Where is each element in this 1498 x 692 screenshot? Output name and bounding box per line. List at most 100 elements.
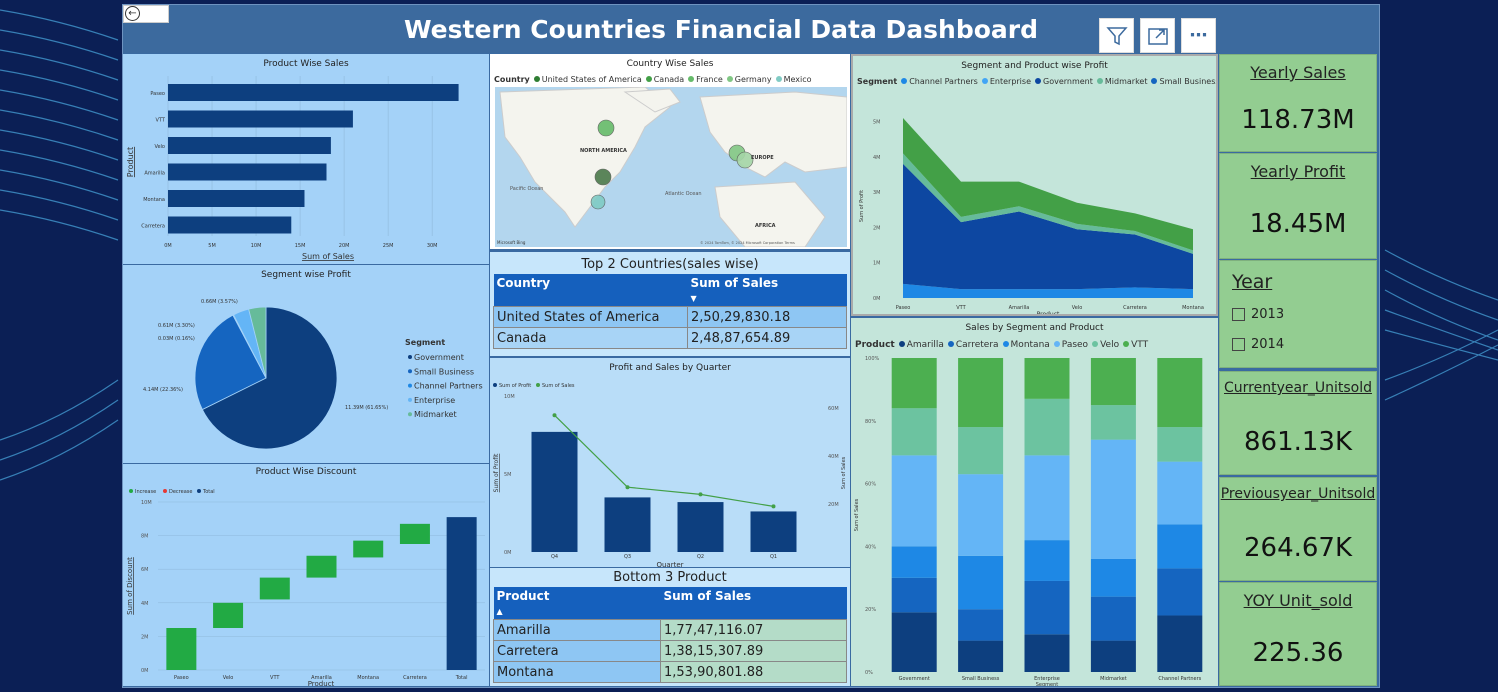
country-map[interactable]: NORTH AMERICA EUROPE AFRICA Pacific Ocean At… xyxy=(495,87,847,247)
segment-product-profit-title: Segment and Product wise Profit xyxy=(961,61,1108,71)
filter-button[interactable] xyxy=(1099,18,1134,53)
legend-item[interactable]: Montana xyxy=(1010,340,1050,350)
legend-item[interactable]: Enterprise xyxy=(989,77,1031,86)
y-tick-label: 0M xyxy=(141,668,149,674)
back-button[interactable]: ← xyxy=(123,5,169,23)
year-option-2014[interactable]: 2014 xyxy=(1232,337,1284,352)
legend-item[interactable]: Velo xyxy=(1100,340,1120,350)
year-option-2013[interactable]: 2013 xyxy=(1232,307,1284,322)
column-header-sum-of-sales[interactable]: Sum of Sales ▼ xyxy=(687,274,847,307)
checkbox[interactable] xyxy=(1232,338,1245,351)
stack-segment xyxy=(1090,640,1136,672)
map-attribution: © 2024 TomTom, © 2024 Microsoft Corporat… xyxy=(700,241,795,245)
legend-item[interactable]: Small Business xyxy=(1159,77,1218,86)
stack-segment xyxy=(958,640,1004,672)
legend-item[interactable]: Government xyxy=(1043,77,1093,86)
waterfall-bar xyxy=(213,602,244,628)
legend-item[interactable]: France xyxy=(696,75,723,84)
area-midmarket xyxy=(903,153,1193,254)
landmass-north-america xyxy=(499,87,671,228)
focus-mode-button[interactable] xyxy=(1140,18,1175,53)
stack-segment xyxy=(1157,524,1203,569)
y-axis-title: Sum of Discount xyxy=(126,557,134,615)
sort-asc-icon: ▲ xyxy=(496,607,503,616)
pie-slice xyxy=(194,314,267,411)
legend-marker xyxy=(536,383,540,387)
x-tick-label: VTT xyxy=(270,675,280,681)
legend-marker xyxy=(645,76,652,82)
legend-marker xyxy=(1123,341,1130,347)
legend-marker xyxy=(163,489,167,493)
bottom-products-panel: Bottom 3 Product Product ▲ Sum of Sales A… xyxy=(490,568,850,686)
x-axis-title: Product xyxy=(308,680,335,686)
checkbox[interactable] xyxy=(1232,308,1245,321)
stack-segment xyxy=(1090,358,1136,406)
legend-item[interactable]: VTT xyxy=(1131,340,1149,350)
legend-item[interactable]: Germany xyxy=(734,75,772,84)
bar xyxy=(168,163,327,181)
y-tick-label: Montana xyxy=(143,197,165,203)
x-tick-label: Total xyxy=(455,675,468,681)
x-tick-label: Q4 xyxy=(551,554,558,560)
y-tick-label: Carretera xyxy=(141,224,165,230)
legend-item[interactable]: Amarilla xyxy=(906,340,944,350)
stack-segment xyxy=(891,358,937,409)
column-header-label: Sum of Sales xyxy=(690,276,779,290)
landmass-greenland xyxy=(623,88,681,113)
y2-tick-label: 40M xyxy=(828,454,839,460)
column-header-product[interactable]: Product ▲ xyxy=(493,587,661,620)
kpi-card-yearly-profit: Yearly Profit 18.45M xyxy=(1219,153,1377,259)
y-tick-label: 5M xyxy=(504,472,512,478)
table-cell: 1,77,47,116.07 xyxy=(660,619,847,641)
legend-item[interactable]: Midmarket xyxy=(1104,77,1148,86)
filter-icon xyxy=(1105,26,1128,45)
column-header-country[interactable]: Country xyxy=(493,274,688,307)
legend-item[interactable]: Mexico xyxy=(783,75,812,84)
kpi-title: Yearly Profit xyxy=(1250,162,1346,181)
x-tick-label: 25M xyxy=(383,243,394,249)
top-countries-title: Top 2 Countries(sales wise) xyxy=(581,257,759,272)
bar xyxy=(531,431,578,552)
legend-item[interactable]: Channel Partners xyxy=(909,77,978,86)
legend-marker xyxy=(775,76,782,82)
y-tick-label: 60% xyxy=(865,482,876,488)
legend-item: Total xyxy=(202,489,215,495)
legend-marker xyxy=(408,369,412,374)
legend-item[interactable]: Canada xyxy=(653,75,685,84)
stack-segment xyxy=(891,546,937,578)
map-bubble xyxy=(736,151,754,169)
bottom-products-table: Product ▲ Sum of Sales Amarilla 1,77,47,1… xyxy=(493,587,847,683)
kpi-value: 118.73M xyxy=(1241,105,1355,135)
bar xyxy=(168,110,353,128)
kpi-title: Yearly Sales xyxy=(1250,63,1346,82)
kpi-card-yearly-sales: Yearly Sales 118.73M xyxy=(1219,54,1377,152)
more-options-button[interactable]: ⋯ xyxy=(1181,18,1216,53)
legend-item[interactable]: Carretera xyxy=(955,340,999,350)
x-tick-label: 5M xyxy=(208,243,216,249)
legend-item: Midmarket xyxy=(414,410,457,419)
y-tick-label: Paseo xyxy=(150,91,165,97)
table-row: Carretera 1,38,15,307.89 xyxy=(493,640,847,662)
bar xyxy=(168,216,292,234)
table-cell: United States of America xyxy=(493,306,688,328)
legend-item[interactable]: United States of America xyxy=(541,75,642,84)
stack-segment xyxy=(1157,568,1203,616)
stack-segment xyxy=(1157,358,1203,428)
line-point xyxy=(552,413,557,418)
data-label: 4.14M (22.36%) xyxy=(143,387,183,393)
x-tick-label: Q3 xyxy=(624,554,631,560)
legend-item: Decrease xyxy=(169,489,192,495)
column-header-sum-of-sales[interactable]: Sum of Sales xyxy=(660,587,847,620)
x-tick-label: Carretera xyxy=(403,675,427,681)
y-tick-label: 40% xyxy=(865,544,876,550)
y-tick-label: 0M xyxy=(873,296,881,302)
report-canvas: Western Countries Financial Data Dashboa… xyxy=(122,4,1380,688)
y-tick-label: 80% xyxy=(865,419,876,425)
legend-item[interactable]: Paseo xyxy=(1061,340,1089,350)
pie-slice xyxy=(201,306,338,450)
y-tick-label: 2M xyxy=(141,634,149,640)
y-tick-label: VTT xyxy=(156,118,166,124)
line-point xyxy=(698,492,703,497)
stack-segment xyxy=(1157,615,1203,672)
